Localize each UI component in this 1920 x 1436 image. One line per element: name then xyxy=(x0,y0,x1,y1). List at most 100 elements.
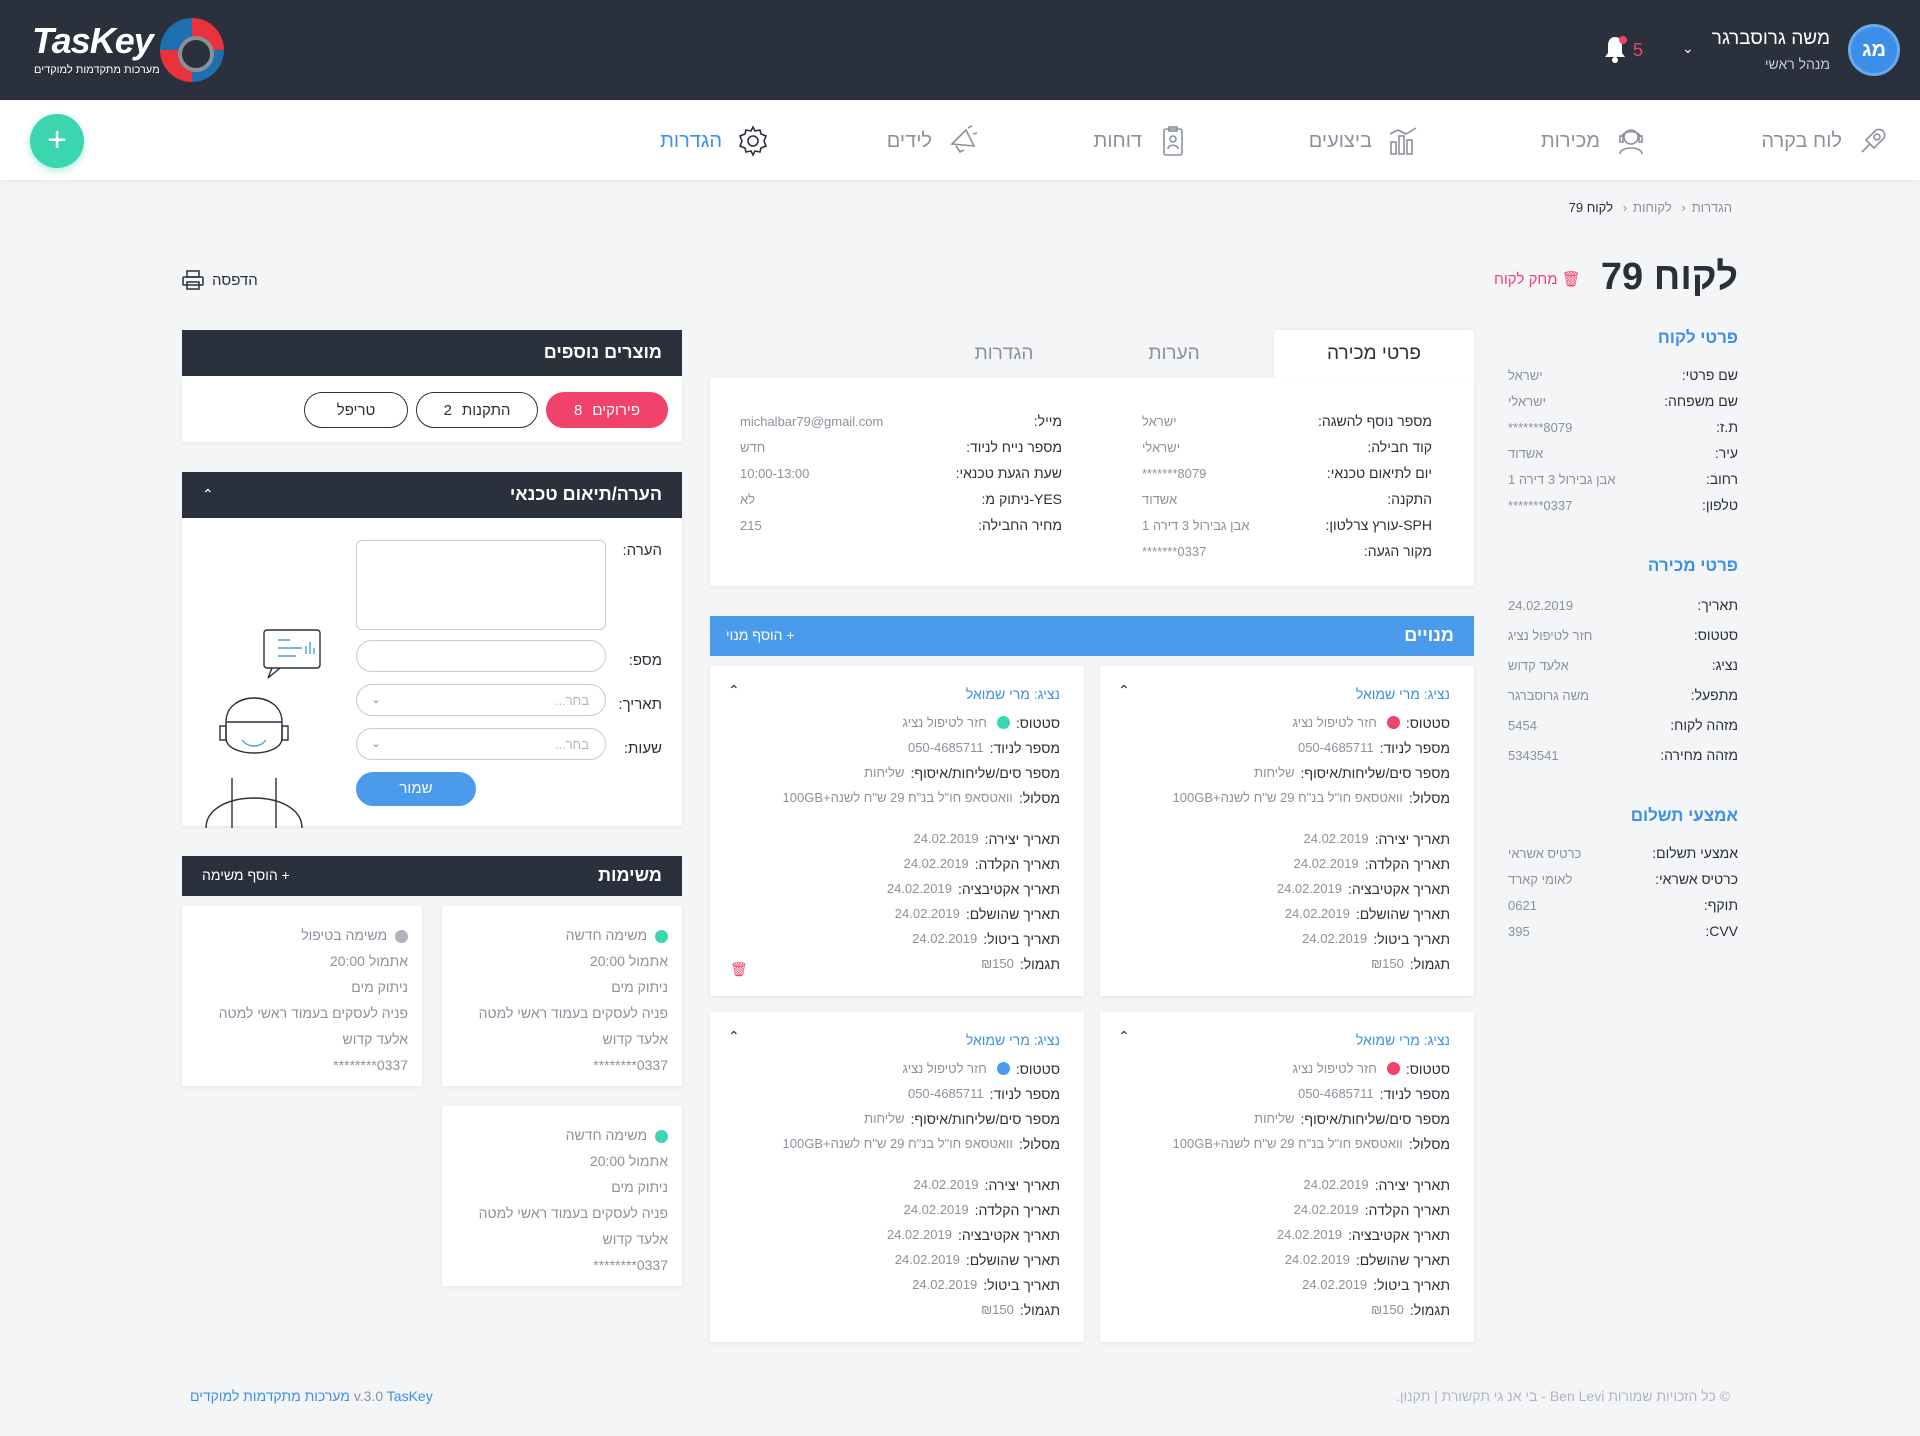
breadcrumb-item-settings[interactable]: הגדרות xyxy=(1691,200,1732,215)
card-value: חזר לטיפול נציג xyxy=(1292,715,1377,730)
user-name[interactable]: משה גרוסברגר xyxy=(1711,28,1830,49)
nav-item-performance[interactable]: ביצועים xyxy=(1309,120,1420,162)
detail-row: מייל: michalbar79@gmail.com xyxy=(740,408,1062,434)
card-value: חזר לטיפול נציג xyxy=(902,1061,987,1076)
installations-count: 2 xyxy=(443,401,452,419)
installations-label: התקנות xyxy=(461,401,511,419)
detail-row: ת.ז: 8079******* xyxy=(1508,414,1738,440)
nav-item-settings[interactable]: הגדרות xyxy=(660,120,770,162)
tab-settings[interactable]: הגדרות xyxy=(974,343,1034,364)
subscription-card: נציג: מרי שמואל ⌃ סטטוס: חזר לטיפול נציג מספ… xyxy=(1100,1012,1474,1342)
task-status-text: משימה חדשה xyxy=(565,1127,648,1143)
card-row: סטטוס: חזר לטיפול נציג xyxy=(1124,1056,1450,1081)
detail-key: מספר נייח לניוד: xyxy=(966,439,1062,455)
card-key: תאריך ביטול: xyxy=(983,1276,1060,1293)
detail-value: לא xyxy=(740,491,756,507)
detail-row: שם פרטי: ישראל xyxy=(1508,362,1738,388)
notification-bell-icon[interactable] xyxy=(1602,34,1628,64)
triple-label: טריפל xyxy=(336,401,376,419)
card-key: תאריך אקטיבציה: xyxy=(1347,1226,1450,1243)
add-new-button[interactable]: + xyxy=(30,114,84,168)
task-card[interactable]: משימה בטיפול אתמול 20:00 ניתוק מים פניה לעס… xyxy=(182,906,422,1086)
task-status: משימה חדשה xyxy=(452,1122,668,1148)
printer-icon xyxy=(182,270,204,290)
delete-customer-button[interactable]: 🗑 מחק לקוח xyxy=(1494,270,1581,288)
add-task-button[interactable]: + הוסף משימה xyxy=(202,867,290,883)
tab-notes[interactable]: הערות xyxy=(1148,343,1200,364)
footer-brand-link[interactable]: TasKey מערכות מתקדמות למוקדים xyxy=(190,1388,433,1404)
dismantles-button[interactable]: פירוקים 8 xyxy=(546,392,668,428)
breadcrumb-item-customers[interactable]: לקוחות xyxy=(1633,200,1672,215)
detail-row: מספר נייח לניוד: חדש xyxy=(740,434,1062,460)
card-agent: נציג: מרי שמואל xyxy=(1355,1032,1450,1048)
tab-sale-details[interactable]: פרטי מכירה xyxy=(1274,330,1474,378)
nav-item-reports[interactable]: דוחות xyxy=(1094,120,1190,162)
detail-key: CVV: xyxy=(1705,923,1738,939)
task-card[interactable]: משימה חדשה אתמול 20:00 ניתוק מים פניה לעסקי… xyxy=(442,906,682,1086)
detail-value: ישראלי xyxy=(1142,439,1180,455)
task-desc-text: פניה לעסקים בעמוד ראשי למטה xyxy=(218,1005,408,1021)
card-row: מסלול: וואטסאפ חו"ל בנ"ח 29 ש"ח לשנה+100G… xyxy=(1124,785,1450,810)
logo-tagline: מערכות מתקדמות למוקדים xyxy=(34,64,160,76)
save-button[interactable]: שמור xyxy=(356,772,476,806)
card-agent: נציג: מרי שמואל xyxy=(965,686,1060,702)
card-value: 24.02.2019 xyxy=(1293,1202,1359,1217)
nav-item-leads[interactable]: לידים xyxy=(887,120,980,162)
task-card[interactable]: משימה חדשה אתמול 20:00 ניתוק מים פניה לעסקי… xyxy=(442,1106,682,1286)
date-select[interactable]: בחר... ⌄ xyxy=(356,684,606,716)
card-row: סטטוס: חזר לטיפול נציג xyxy=(1124,710,1450,735)
user-avatar[interactable]: מג xyxy=(1848,24,1900,76)
detail-value: אשדוד xyxy=(1142,491,1178,507)
nav-item-dashboard[interactable]: לוח בקרה xyxy=(1761,120,1890,162)
installations-button[interactable]: התקנות 2 xyxy=(416,392,538,428)
sale-summary-section: פרטי מכירה תאריך: 24.02.2019 סטטוס: חזר לט… xyxy=(1508,556,1738,770)
task-time: אתמול 20:00 xyxy=(452,948,668,974)
add-subscription-button[interactable]: + הוסף מנוי xyxy=(726,627,795,643)
card-value: 24.02.2019 xyxy=(1284,1252,1350,1267)
card-row: תאריך שהושלם: 24.02.2019 xyxy=(734,901,1060,926)
detail-row: מזהה לקוח: 5454 xyxy=(1508,710,1738,740)
collapse-chevron-icon[interactable]: ⌃ xyxy=(728,1028,740,1044)
hours-select-placeholder: בחר... xyxy=(554,737,589,752)
megaphone-icon xyxy=(950,125,978,154)
subscriptions-header: מנויים + הוסף מנוי xyxy=(710,616,1474,656)
task-time-text: אתמול 20:00 xyxy=(589,1153,668,1169)
tasks-title: משימות xyxy=(598,865,662,885)
card-key: תגמול: xyxy=(1409,955,1450,972)
collapse-chevron-icon[interactable]: ⌃ xyxy=(728,682,740,698)
detail-key: אמצעי תשלום: xyxy=(1652,845,1738,861)
collapse-chevron-icon[interactable]: ⌃ xyxy=(1118,1028,1130,1044)
card-row: תאריך יצירה: 24.02.2019 xyxy=(734,826,1060,851)
notification-count: 5 xyxy=(1633,40,1644,60)
card-value: 050-4685711 xyxy=(907,1086,984,1101)
collapse-chevron-icon[interactable]: ⌃ xyxy=(202,486,214,502)
note-label: הערה: xyxy=(622,542,662,559)
detail-value: ישראל xyxy=(1142,413,1177,429)
footer-brand: v.3.0 TasKey מערכות מתקדמות למוקדים xyxy=(190,1388,433,1404)
card-row: סטטוס: חזר לטיפול נציג xyxy=(734,710,1060,735)
hours-select[interactable]: בחר... ⌄ xyxy=(356,728,606,760)
dismantles-count: 8 xyxy=(574,401,583,419)
card-key: תאריך הקלדה: xyxy=(974,855,1060,872)
detail-row: טלפון: 0337******* xyxy=(1508,492,1738,518)
user-menu-chevron-icon[interactable]: ⌄ xyxy=(1682,40,1694,56)
number-input[interactable] xyxy=(356,640,606,672)
dismantles-label: פירוקים xyxy=(592,401,640,419)
nav-label: מכירות xyxy=(1540,129,1600,152)
hours-label: שעות: xyxy=(623,740,662,757)
note-textarea[interactable] xyxy=(356,540,606,630)
detail-value: 395 xyxy=(1508,923,1530,939)
delete-subscription-trash-icon[interactable]: 🗑 xyxy=(730,961,748,977)
card-key: מספר לניוד: xyxy=(1379,739,1450,756)
section-title: פרטי מכירה xyxy=(1647,556,1738,575)
triple-button[interactable]: טריפל xyxy=(304,392,408,428)
card-value: 24.02.2019 xyxy=(894,1252,960,1267)
taskey-logo[interactable]: TasKey מערכות מתקדמות למוקדים xyxy=(32,18,232,82)
collapse-chevron-icon[interactable]: ⌃ xyxy=(1118,682,1130,698)
detail-value: 8079******* xyxy=(1508,419,1573,435)
detail-value: 5343541 xyxy=(1508,747,1559,763)
card-row: תאריך שהושלם: 24.02.2019 xyxy=(734,1247,1060,1272)
task-rows: משימה חדשה אתמול 20:00 ניתוק מים פניה לעסקי… xyxy=(452,922,668,1078)
nav-item-sales[interactable]: מכירות xyxy=(1541,120,1648,162)
print-button[interactable]: הדפסה xyxy=(182,270,258,290)
